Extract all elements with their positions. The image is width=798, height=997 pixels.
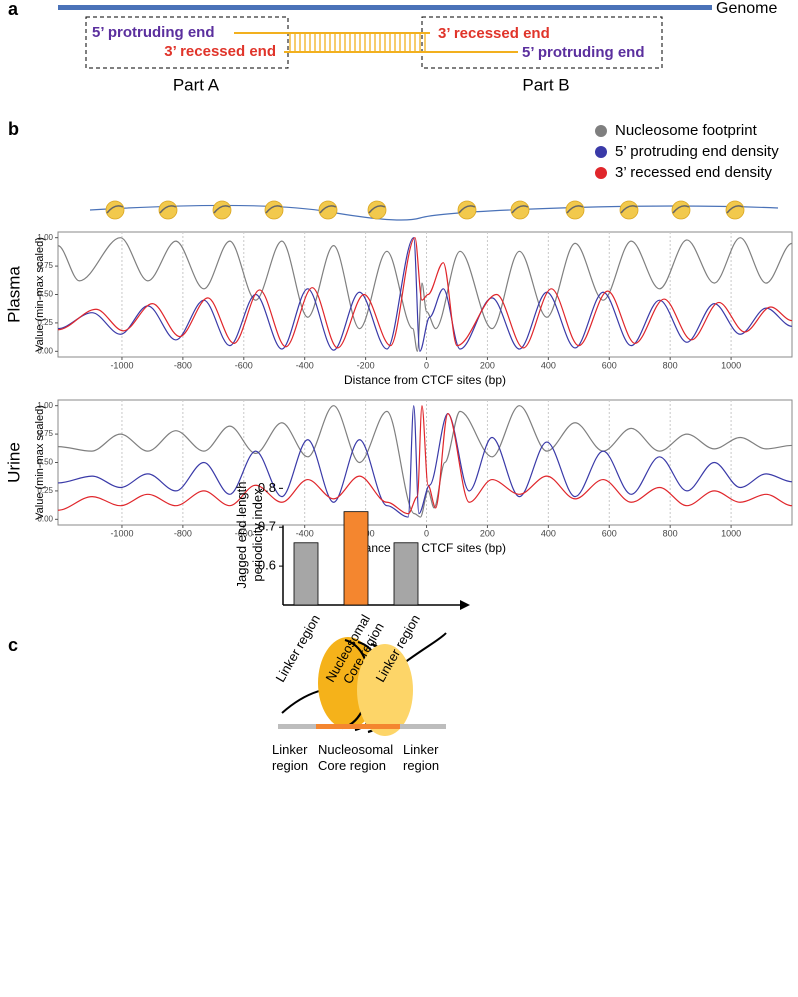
y-axis-label: Value (min-max scaled) [34,405,46,520]
dna-wrap [511,205,529,214]
y-tick-label: 0.75 [37,429,53,438]
y-tick-label: 0.50 [37,290,53,299]
linker-bar [278,724,316,729]
y-tick-label: 0.75 [37,261,53,270]
x-tick-label: -1000 [110,528,133,538]
y-tick-label: 1.00 [37,401,53,410]
y-tick-label: 0.6 [258,558,276,573]
strand-label: 3’ recessed end [164,43,276,60]
base-pairs [289,33,426,52]
dna-wrap [106,205,124,214]
x-tick-label: 200 [480,360,495,370]
y-tick-label: 0.25 [37,318,53,327]
x-tick-label: -800 [174,528,192,538]
strand-label: 5’ protruding end [92,24,215,41]
part-box [85,16,289,69]
y-tick-label: 1.00 [37,233,53,242]
series-line [58,405,792,518]
core-bar [316,724,400,729]
legend-marker [595,167,607,179]
series-line [58,237,792,349]
part-label: Part A [173,75,220,94]
y-axis-label: Jagged end length periodicity index [234,481,265,589]
series-line [58,405,792,518]
bar [393,542,419,606]
strand-label: 5’ protruding end [522,44,645,61]
region-label: Nucleosomal Core region [318,742,394,773]
strand-label: 3’ recessed end [438,25,550,42]
x-tick-label: 0 [424,528,429,538]
x-tick-label: -400 [296,360,314,370]
dna-wrap [620,205,638,214]
x-tick-label: 600 [602,360,617,370]
x-tick-label: -600 [235,360,253,370]
series-line [58,405,792,515]
series-line [58,237,792,352]
x-tick-label: 400 [541,528,556,538]
x-tick-label: -800 [174,360,192,370]
nucleosome-row [105,200,745,220]
x-tick-label: -400 [296,528,314,538]
legend-marker [595,146,607,158]
region-label: Linker region [272,742,309,773]
series-line [58,237,792,352]
plot-area [57,399,793,526]
region-label: Linker region [403,742,440,773]
x-tick-label: 600 [602,528,617,538]
legend-label: 3’ recessed end density [615,164,773,181]
y-tick-label: 0.25 [37,486,53,495]
dna-wrap [566,205,584,214]
x-tick-label: -600 [235,528,253,538]
dna-wrap [319,205,337,214]
part-box [421,16,663,69]
x-tick-label: 0 [424,360,429,370]
x-tick-label: 800 [663,360,678,370]
dna-wrap [368,205,386,214]
y-tick-label: 0.00 [37,514,53,523]
genome-bar [58,5,712,10]
x-tick-label: 400 [541,360,556,370]
panel-title: Plasma [4,266,23,323]
genome-label: Genome [716,0,777,17]
panel-label: a [8,0,19,19]
legend-label: 5’ protruding end density [615,143,779,160]
dna-strand [89,204,779,221]
dna-wrap [672,205,690,214]
panel-title: Urine [4,442,23,483]
linker-bar [400,724,446,729]
y-tick-label: 0.7 [258,519,276,534]
panel-label: b [8,119,19,139]
x-tick-label: 1000 [721,528,741,538]
dna-wrap [213,205,231,214]
x-tick-label: 1000 [721,360,741,370]
x-axis-label: Distance from CTCF sites (bp) [344,373,506,387]
dna-wrap [265,205,283,214]
bar [343,511,369,606]
dna-wrap [159,205,177,214]
x-tick-label: 800 [663,528,678,538]
axis-arrow [460,600,470,610]
x-axis-label: Distance from CTCF sites (bp) [344,541,506,555]
dna-wrap [726,205,744,214]
x-tick-label: -200 [357,360,375,370]
y-tick-label: 0.50 [37,458,53,467]
part-label: Part B [522,75,569,94]
dna-wrap [458,205,476,214]
legend-label: Nucleosome footprint [615,122,758,139]
y-axis-label: Value (min-max scaled) [34,237,46,352]
x-tick-label: -1000 [110,360,133,370]
panel-label: c [8,635,18,655]
bar [293,542,319,606]
y-tick-label: 0.8 [258,480,276,495]
legend-marker [595,125,607,137]
y-tick-label: 0.00 [37,346,53,355]
x-tick-label: 200 [480,528,495,538]
nucleosome-face [357,644,413,736]
